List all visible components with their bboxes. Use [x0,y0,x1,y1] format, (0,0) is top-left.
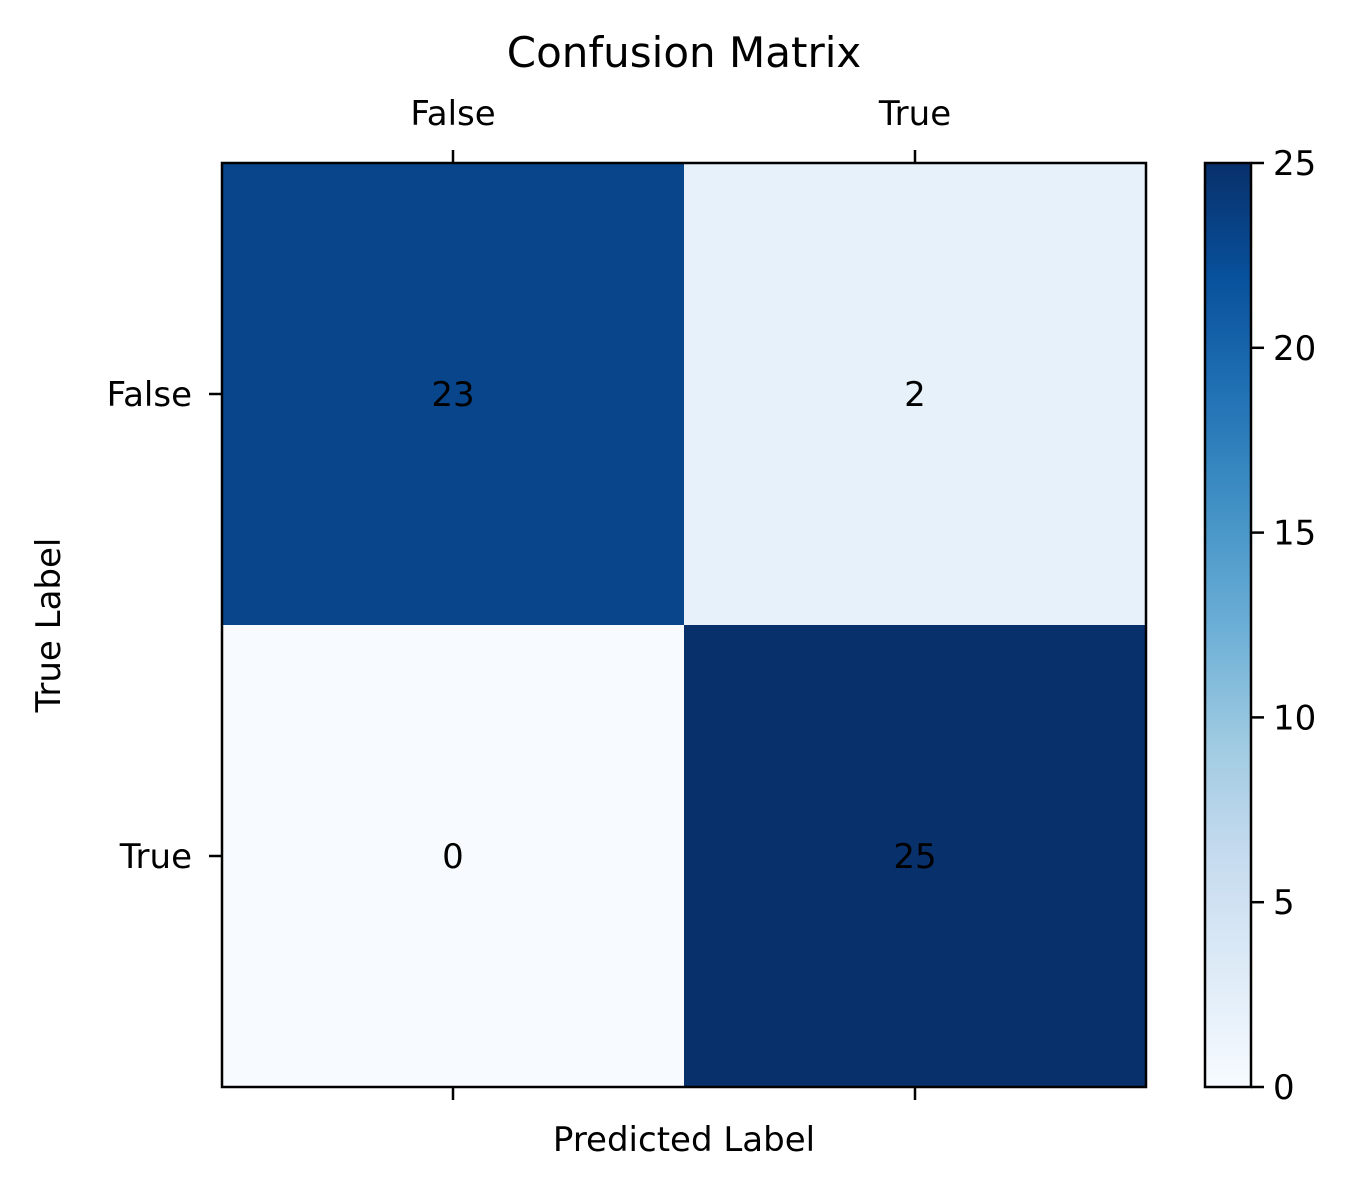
x-axis-label: Predicted Label [553,1120,815,1160]
y-tick-label: True [119,837,192,877]
y-axis-label: True Label [29,538,69,714]
cell-value-label: 0 [442,837,464,877]
colorbar-tick-label: 5 [1273,883,1295,923]
heatmap-cell [222,163,684,625]
colorbar-ticks: 0 5 10 15 20 25 [1251,144,1316,1108]
cell-value-label: 23 [431,375,474,415]
colorbar [1203,161,1253,1089]
heatmap-cell-labels: 23 2 0 25 [431,375,936,877]
cell-value-label: 2 [904,375,926,415]
x-tick-label: True [878,94,951,134]
y-axis-ticks: False True [107,375,222,877]
heatmap-cell [684,625,1146,1087]
x-tick-label: False [410,94,495,134]
colorbar-tick-label: 10 [1273,698,1316,738]
colorbar-tick-label: 25 [1273,144,1316,184]
plot-frame [220,161,1148,1089]
heatmap-cell [684,163,1146,625]
heatmap-cells [222,163,1146,1087]
colorbar-tick-label: 20 [1273,329,1316,369]
y-tick-label: False [107,375,192,415]
colorbar-tick-label: 15 [1273,514,1316,554]
cell-value-label: 25 [893,837,936,877]
x-axis-ticks: False True [410,94,951,1100]
chart-title: Confusion Matrix [507,28,862,77]
colorbar-tick-label: 0 [1273,1068,1295,1108]
heatmap-cell [222,625,684,1087]
